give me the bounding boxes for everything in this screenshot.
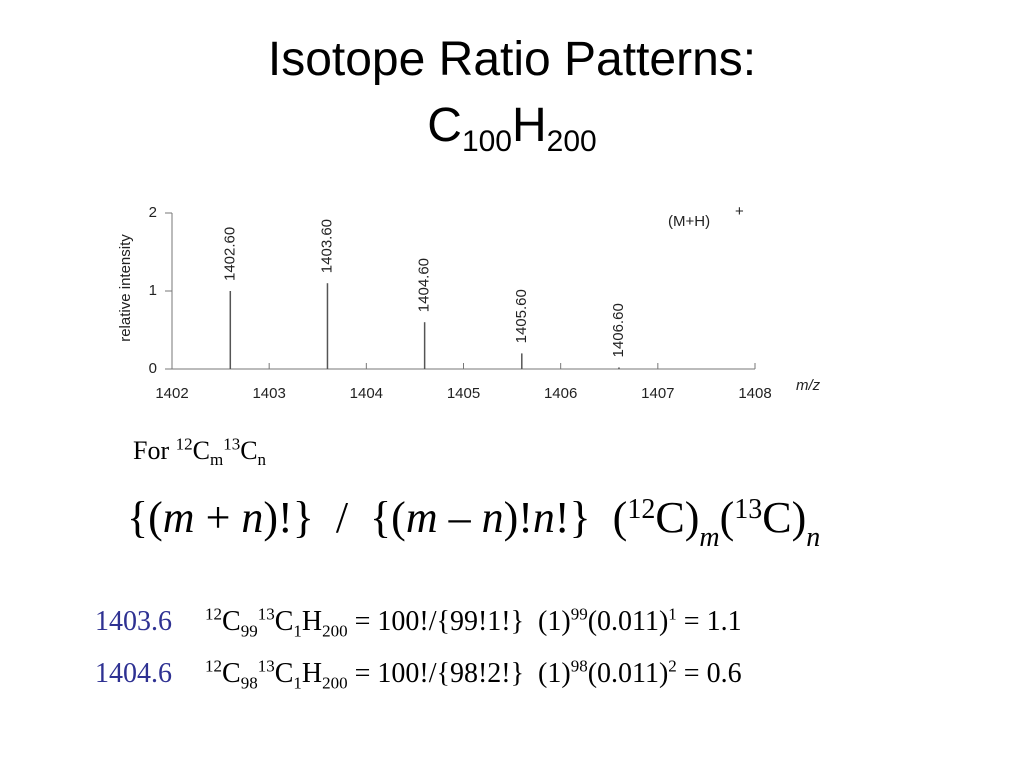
text-sub: 1 (293, 621, 302, 641)
text-it: n (532, 493, 555, 542)
for-line: For 12Cm13Cn (133, 434, 267, 470)
x-tick-label: 1402 (155, 385, 188, 402)
text-t: (0.011) (587, 658, 669, 689)
x-tick-label: 1406 (544, 385, 577, 402)
x-tick-label: 1407 (641, 385, 674, 402)
text-sup: 1 (668, 604, 677, 624)
text-sup: 12 (205, 604, 222, 624)
text-t: C (274, 606, 294, 637)
text-t: !} ( (554, 493, 628, 542)
text-sup: 13 (734, 494, 763, 525)
formula: {(m + n)!} / {(m – n)!n!} (12C)m(13C)n (127, 492, 820, 552)
y-axis-label: relative intensity (117, 234, 134, 342)
annotation: (M+H) (668, 213, 710, 230)
title-formula: C100H200 (0, 98, 1024, 157)
text-t: C) (655, 493, 700, 542)
text-t: H (301, 606, 323, 637)
text-it: n (241, 493, 264, 542)
peak-label: 1404.60 (416, 258, 433, 312)
text-t: H (512, 99, 547, 152)
text-sub: 200 (322, 673, 348, 693)
text-sup: 99 (570, 604, 588, 624)
text-sub: m (209, 450, 224, 470)
text-it: n (481, 493, 504, 542)
text-t: ( (719, 493, 735, 542)
text-sup: 12 (175, 434, 193, 454)
text-t: (0.011) (587, 606, 669, 637)
peak-label: 1402.60 (221, 227, 238, 281)
text-t: + (194, 493, 242, 542)
text-t: C (240, 436, 258, 465)
text-sub: 1 (293, 673, 302, 693)
text-t: C (274, 658, 294, 689)
text-t: H (301, 658, 323, 689)
annotation-sup: + (735, 203, 744, 220)
text-sub: 100 (461, 125, 512, 158)
text-t: = 100!/{99!1!} (1) (347, 606, 571, 637)
text-sub: 200 (322, 621, 348, 641)
text-t: = 100!/{98!2!} (1) (347, 658, 571, 689)
text-t: = 0.6 (676, 658, 742, 689)
calc-formula: 12C9813C1H200 = 100!/{98!2!} (1)98(0.011… (205, 656, 742, 693)
text-sup: 12 (205, 656, 222, 676)
x-tick-label: 1408 (738, 385, 771, 402)
text-t: )! (503, 493, 533, 542)
text-t: C (192, 436, 210, 465)
text-sup: 98 (570, 656, 588, 676)
mz-label: 1404.6 (95, 658, 172, 689)
text-t: For (133, 436, 176, 465)
text-t: {( (127, 493, 163, 542)
text-it: m (162, 493, 195, 542)
calc-formula: 12C9913C1H200 = 100!/{99!1!} (1)99(0.011… (205, 604, 742, 641)
peak-label: 1403.60 (318, 219, 335, 273)
text-t: )!} / {( (263, 493, 406, 542)
peak-label: 1405.60 (513, 289, 530, 343)
text-sup: 13 (257, 656, 275, 676)
text-t: C) (762, 493, 807, 542)
y-tick-label: 1 (149, 282, 157, 299)
text-sup: 13 (223, 434, 241, 454)
text-sup: 12 (627, 494, 656, 525)
x-tick-label: 1404 (350, 385, 383, 402)
text-sub: 200 (546, 125, 597, 158)
text-t: C (222, 658, 241, 689)
text-sub: 98 (240, 673, 258, 693)
text-t: = 1.1 (676, 606, 742, 637)
x-axis-label: m/z (796, 377, 821, 394)
x-tick-label: 1403 (252, 385, 285, 402)
text-t: C (222, 606, 241, 637)
y-tick-label: 0 (149, 360, 157, 377)
text-isub: m (699, 522, 720, 553)
y-tick-label: 2 (149, 204, 157, 221)
text-isub: n (806, 522, 821, 553)
text-sup: 2 (668, 656, 677, 676)
x-tick-label: 1405 (447, 385, 480, 402)
text-sup: 13 (257, 604, 275, 624)
text-t: – (437, 493, 482, 542)
title: Isotope Ratio Patterns: (267, 33, 757, 86)
text-it: m (405, 493, 438, 542)
peak-label: 1406.60 (610, 303, 627, 357)
text-sub: 99 (240, 621, 258, 641)
text-t: C (427, 99, 462, 152)
text-sub: n (257, 450, 267, 470)
mz-label: 1403.6 (95, 606, 172, 637)
